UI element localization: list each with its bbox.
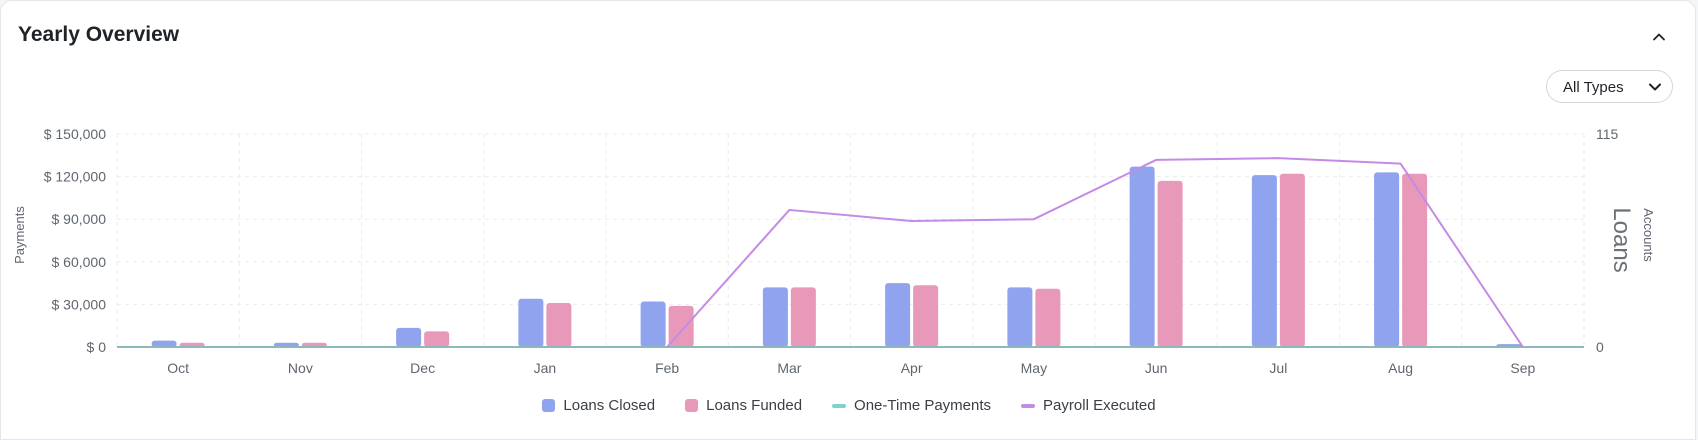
chart-legend: Loans Closed Loans Funded One-Time Payme… bbox=[1, 397, 1695, 414]
bar-loans-closed bbox=[762, 287, 788, 347]
legend-loans-closed[interactable]: Loans Closed bbox=[542, 397, 655, 414]
legend-swatch-one-time-payments bbox=[832, 403, 847, 408]
bar-loans-funded bbox=[546, 302, 572, 347]
legend-one-time-payments[interactable]: One-Time Payments bbox=[832, 397, 991, 414]
legend-label-loans-closed: Loans Closed bbox=[563, 397, 656, 414]
collapse-button[interactable] bbox=[1645, 23, 1673, 51]
x-tick-label: Dec bbox=[410, 360, 435, 376]
bar-loans-funded bbox=[1157, 180, 1183, 347]
y-left-tick-label: $ 120,000 bbox=[44, 169, 106, 185]
card-title: Yearly Overview bbox=[18, 23, 180, 46]
legend-swatch-payroll-executed bbox=[1021, 403, 1036, 408]
bar-loans-funded bbox=[790, 287, 816, 347]
bar-loans-funded bbox=[1279, 173, 1305, 347]
x-tick-label: Feb bbox=[655, 360, 679, 376]
bar-loans-funded bbox=[301, 342, 327, 347]
line-payroll-executed bbox=[666, 157, 1524, 348]
bar-loans-closed bbox=[640, 301, 666, 347]
yearly-overview-chart: $ 0 $ 30,000 $ 60,000 $ 90,000 $ 120,000 $ 15… bbox=[12, 126, 1656, 376]
bar-loans-funded bbox=[668, 305, 694, 347]
chevron-down-icon bbox=[1649, 83, 1661, 91]
x-tick-label: Sep bbox=[1510, 360, 1535, 376]
y-right-tick-label: 0 bbox=[1596, 339, 1604, 355]
bar-loans-funded bbox=[424, 331, 450, 347]
chevron-up-icon bbox=[1653, 33, 1665, 41]
bar-loans-closed bbox=[885, 283, 911, 347]
bar-loans-closed bbox=[1129, 166, 1155, 347]
bar-loans-closed bbox=[273, 342, 299, 347]
x-tick-label: Jul bbox=[1269, 360, 1287, 376]
type-filter-value: All Types bbox=[1563, 79, 1624, 96]
y-left-tick-label: $ 60,000 bbox=[52, 254, 107, 270]
grid-layer bbox=[116, 133, 1585, 347]
y-right-tick-label: 115 bbox=[1596, 126, 1619, 142]
y-right-axis-title-loans: Loans bbox=[1608, 207, 1635, 272]
bar-loans-closed bbox=[1251, 175, 1277, 347]
axis-layer: $ 0 $ 30,000 $ 60,000 $ 90,000 $ 120,000 $ 15… bbox=[12, 126, 1656, 376]
x-tick-label: Jun bbox=[1145, 360, 1168, 376]
y-left-tick-label: $ 90,000 bbox=[52, 211, 107, 227]
legend-loans-funded[interactable]: Loans Funded bbox=[685, 397, 802, 414]
bar-loans-funded bbox=[913, 285, 939, 347]
x-tick-label: Apr bbox=[901, 360, 923, 376]
bar-loans-closed bbox=[1007, 287, 1033, 347]
bar-loans-closed bbox=[396, 327, 422, 347]
type-filter-dropdown[interactable]: All Types bbox=[1546, 70, 1673, 103]
x-tick-label: Mar bbox=[777, 360, 801, 376]
x-tick-label: Aug bbox=[1388, 360, 1413, 376]
bar-layer bbox=[151, 166, 1522, 347]
y-left-tick-label: $ 0 bbox=[87, 339, 107, 355]
y-left-tick-label: $ 30,000 bbox=[52, 296, 107, 312]
legend-payroll-executed[interactable]: Payroll Executed bbox=[1021, 397, 1156, 414]
x-tick-label: Jan bbox=[534, 360, 557, 376]
legend-label-payroll-executed: Payroll Executed bbox=[1043, 397, 1156, 414]
bar-loans-funded bbox=[1402, 173, 1428, 347]
y-right-axis-title-accounts: Accounts bbox=[1641, 208, 1656, 262]
legend-label-one-time-payments: One-Time Payments bbox=[854, 397, 992, 414]
legend-label-loans-funded: Loans Funded bbox=[706, 397, 803, 414]
x-tick-label: May bbox=[1021, 360, 1047, 376]
x-tick-label: Nov bbox=[288, 360, 313, 376]
bar-loans-closed bbox=[518, 298, 544, 347]
y-left-tick-label: $ 150,000 bbox=[44, 126, 106, 142]
bar-loans-closed bbox=[151, 340, 177, 347]
y-left-axis-title: Payments bbox=[12, 206, 27, 264]
bar-loans-funded bbox=[179, 342, 205, 347]
bar-loans-closed bbox=[1374, 172, 1400, 347]
legend-swatch-loans-closed bbox=[542, 399, 556, 412]
x-tick-label: Oct bbox=[167, 360, 189, 376]
legend-swatch-loans-funded bbox=[685, 399, 699, 412]
bar-loans-funded bbox=[1035, 288, 1061, 347]
